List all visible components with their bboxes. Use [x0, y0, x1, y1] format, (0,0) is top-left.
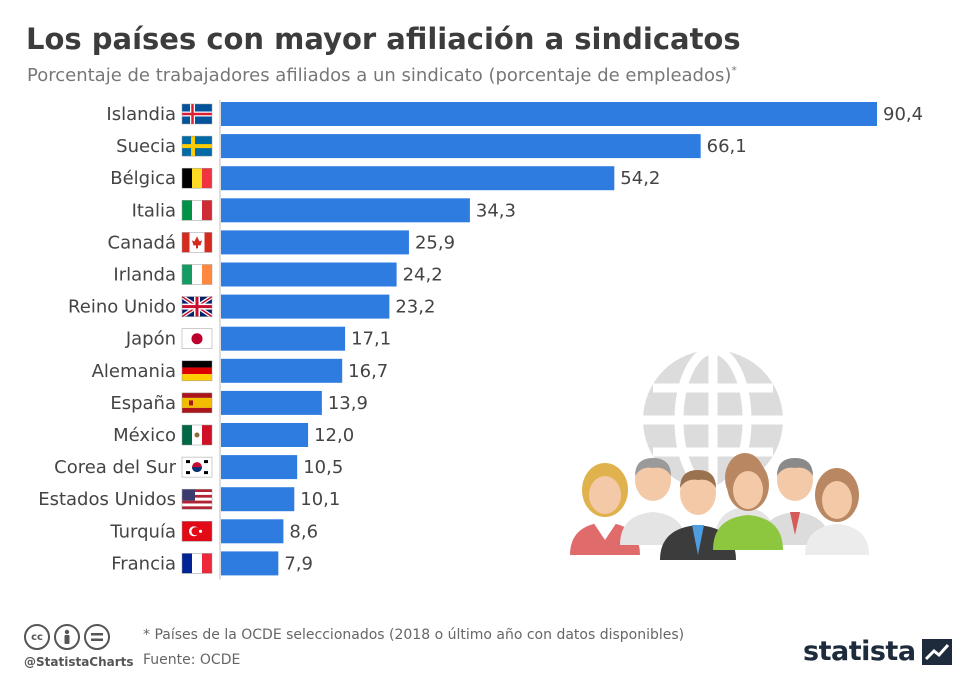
bar	[221, 294, 390, 319]
value-label: 23,2	[395, 297, 435, 318]
flag-turkey-icon	[181, 521, 213, 542]
brand-name: statista	[803, 636, 916, 667]
social-handle: @StatistaCharts	[24, 655, 134, 669]
statista-logo: statista	[803, 636, 952, 667]
value-label: 34,3	[476, 200, 516, 221]
category-label: Italia	[132, 200, 176, 221]
category-label: Corea del Sur	[54, 457, 176, 478]
globe-people-icon	[570, 350, 869, 560]
flag-ireland-icon	[181, 264, 213, 285]
bar	[221, 487, 295, 512]
bar	[221, 102, 877, 126]
value-label: 12,0	[314, 425, 354, 446]
flag-japan-icon	[181, 328, 213, 349]
flag-sweden-icon	[181, 135, 213, 157]
value-label: 66,1	[707, 136, 747, 157]
source-note: Fuente: OCDE	[143, 652, 241, 668]
value-label: 25,9	[415, 232, 455, 253]
bar	[221, 262, 397, 287]
bar	[221, 551, 279, 576]
flag-south-korea-icon	[181, 456, 213, 478]
value-label: 54,2	[620, 168, 660, 189]
person-icon	[570, 463, 640, 555]
subtitle-footnote-mark: *	[731, 64, 737, 77]
category-label: Canadá	[108, 232, 177, 253]
bar-chart: Islandia 90,4 Suecia 66,1 Bélgica 54,2 Italia 3…	[38, 100, 923, 580]
flag-belgium-icon	[181, 167, 213, 189]
bar	[221, 455, 298, 480]
bar	[221, 326, 346, 351]
category-label: España	[110, 393, 176, 414]
flag-mexico-icon	[181, 424, 213, 446]
category-label: Alemania	[92, 361, 176, 382]
value-label: 90,4	[883, 104, 923, 125]
flag-italy-icon	[181, 200, 213, 221]
bar	[221, 390, 322, 415]
value-label: 16,7	[348, 361, 388, 382]
value-label: 24,2	[403, 265, 443, 286]
subtitle-text: Porcentaje de trabajadores afiliados a u…	[27, 65, 732, 86]
category-label: Reino Unido	[68, 297, 176, 318]
category-label: Turquía	[109, 521, 176, 542]
chart-subtitle: Porcentaje de trabajadores afiliados a u…	[27, 64, 737, 86]
flag-france-icon	[181, 553, 213, 574]
attribution-icon	[54, 624, 80, 650]
category-label: Islandia	[106, 104, 176, 125]
flag-iceland-icon	[181, 103, 213, 125]
value-label: 7,9	[284, 553, 313, 574]
category-label: México	[113, 425, 176, 446]
cc-icon: cc	[24, 624, 50, 650]
value-label: 10,5	[303, 457, 343, 478]
bar	[221, 423, 309, 447]
bar	[221, 134, 701, 159]
flag-canada-icon	[181, 232, 213, 253]
bar	[221, 358, 343, 383]
footnote: * Países de la OCDE seleccionados (2018 …	[143, 627, 685, 643]
flag-germany-icon	[181, 360, 213, 382]
person-icon	[805, 468, 869, 555]
value-label: 8,6	[289, 521, 318, 542]
bar	[221, 166, 615, 191]
bar	[221, 230, 409, 255]
category-label: Bélgica	[110, 168, 176, 189]
category-label: Estados Unidos	[38, 489, 176, 510]
category-label: Irlanda	[113, 265, 176, 286]
category-label: Francia	[111, 553, 176, 574]
value-label: 10,1	[300, 489, 340, 510]
statista-logo-icon	[921, 638, 952, 665]
value-label: 17,1	[351, 329, 391, 350]
person-icon	[713, 459, 783, 550]
no-derivatives-icon	[84, 624, 110, 650]
bar	[221, 519, 284, 544]
flag-uk-icon	[180, 294, 214, 319]
category-label: Suecia	[116, 136, 176, 157]
chart-title: Los países con mayor afiliación a sindic…	[26, 22, 741, 56]
flag-spain-icon	[181, 392, 213, 414]
value-label: 13,9	[328, 393, 368, 414]
license-icons: cc	[24, 624, 110, 650]
category-label: Japón	[125, 329, 176, 350]
flag-usa-icon	[181, 488, 213, 510]
bar	[221, 198, 470, 223]
